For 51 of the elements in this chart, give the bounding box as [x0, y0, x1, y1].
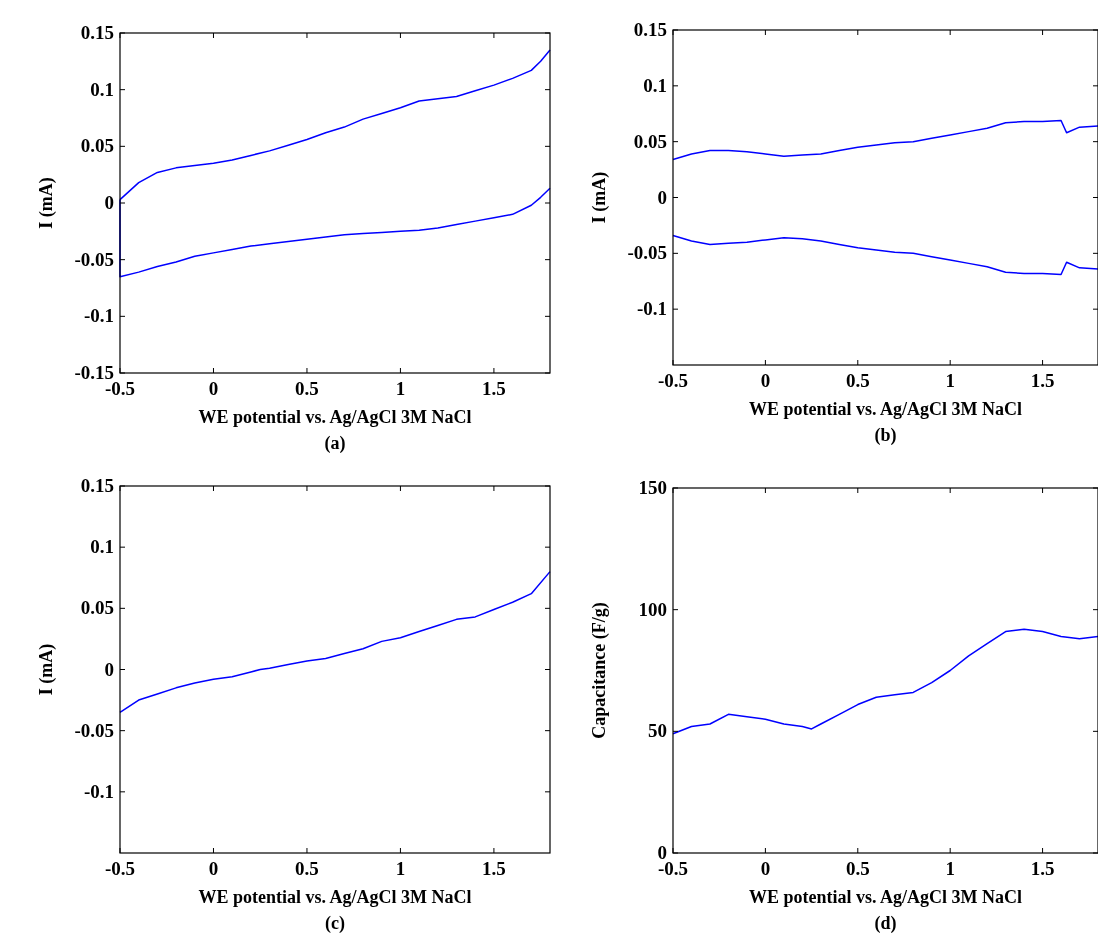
- x-tick-label: 0.5: [845, 370, 870, 391]
- x-tick-label: 1: [945, 370, 955, 391]
- x-tick-label: 0.5: [295, 378, 319, 399]
- x-axis-title: WE potential vs. Ag/AgCl 3M NaCl: [198, 887, 472, 907]
- y-tick-label: 0.1: [90, 78, 114, 100]
- x-axis-title: WE potential vs. Ag/AgCl 3M NaCl: [748, 887, 1023, 907]
- x-tick-label: 0: [208, 858, 219, 879]
- text: (d): [874, 913, 897, 934]
- y-axis-title: I (mA): [36, 177, 57, 229]
- y-tick-label: -0.1: [636, 298, 667, 320]
- y-tick-label: 50: [648, 720, 667, 742]
- y-tick-label: 150: [638, 477, 667, 498]
- x-tick-label: -0.5: [104, 858, 136, 879]
- x-tick-label: 1.5: [1030, 370, 1055, 391]
- y-tick-label: 0.15: [633, 19, 667, 40]
- y-tick-label: 0.05: [80, 135, 114, 157]
- x-tick-label: 1.5: [1030, 858, 1055, 879]
- text: (c): [325, 913, 345, 934]
- x-tick-label: 0: [760, 858, 771, 879]
- text: (b): [874, 425, 897, 446]
- x-tick-label: 1.5: [482, 858, 506, 879]
- y-tick-label: 100: [638, 598, 667, 620]
- x-axis-title: WE potential vs. Ag/AgCl 3M NaCl: [198, 407, 472, 427]
- y-tick-label: 0.1: [643, 74, 667, 96]
- y-axis-title: I (mA): [589, 171, 610, 224]
- x-tick-label: -0.5: [657, 370, 689, 391]
- y-tick-label: 0: [104, 192, 114, 213]
- y-tick-label: 0.15: [80, 475, 114, 496]
- x-tick-label: 0.5: [845, 858, 870, 879]
- x-tick-label: 1: [395, 378, 406, 399]
- y-tick-label: 0.1: [90, 536, 114, 558]
- y-tick-label: 0.05: [633, 130, 667, 152]
- x-tick-label: 1: [395, 858, 406, 879]
- y-tick-label: -0.05: [74, 248, 114, 270]
- x-tick-label: 0.5: [295, 858, 319, 879]
- y-tick-label: 0: [104, 658, 114, 680]
- y-tick-label: -0.1: [83, 305, 114, 327]
- x-axis-title: WE potential vs. Ag/AgCl 3M NaCl: [748, 399, 1023, 419]
- y-axis-title: Capacitance (F/g): [589, 602, 610, 739]
- x-tick-label: 0: [760, 370, 771, 391]
- y-tick-label: -0.1: [83, 780, 114, 802]
- x-tick-label: 1: [945, 858, 955, 879]
- text: (a): [324, 433, 346, 454]
- y-tick-label: 0.15: [80, 22, 114, 43]
- y-tick-label: 0.05: [80, 597, 114, 619]
- y-tick-label: -0.05: [74, 719, 114, 741]
- y-axis-title: I (mA): [36, 643, 57, 696]
- y-tick-label: 0: [657, 186, 667, 208]
- x-tick-label: 1.5: [482, 378, 506, 399]
- y-tick-label: -0.05: [627, 242, 667, 264]
- x-tick-label: 0: [208, 378, 219, 399]
